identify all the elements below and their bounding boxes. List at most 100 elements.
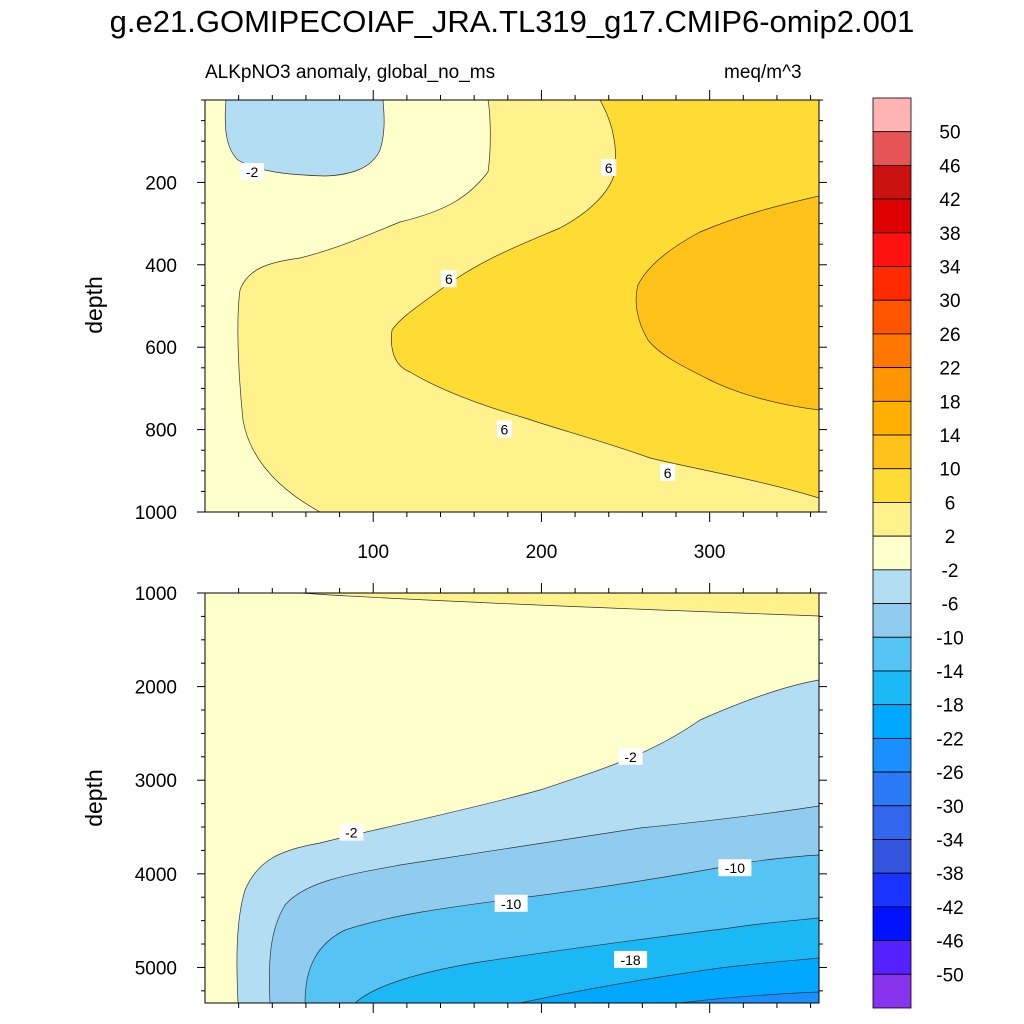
x-tick-label: 100: [357, 542, 389, 563]
contour-label: -2: [624, 749, 637, 765]
fill-level-minus2: [224, 100, 385, 177]
colorbar-label: 10: [939, 460, 960, 481]
contour-label: 6: [605, 160, 613, 176]
contour-label: -2: [345, 825, 358, 841]
colorbar-label: -2: [942, 561, 959, 582]
colorbar-swatch: [872, 973, 912, 1009]
colorbar-label: -50: [936, 965, 963, 986]
colorbar-label: -34: [936, 830, 964, 851]
x-tick-label: 200: [526, 542, 558, 563]
contour-label: -10: [501, 896, 521, 912]
colorbar-swatch: [872, 165, 912, 200]
y-tick-label: 400: [145, 256, 177, 277]
colorbar-label: 46: [939, 156, 960, 177]
colorbar-label: 2: [945, 527, 956, 548]
y-tick-label: 4000: [135, 865, 177, 886]
fill-level-10: [391, 100, 819, 499]
colorbar-swatch: [872, 670, 912, 706]
contour-label: -2: [246, 164, 259, 180]
contour-label: 6: [445, 271, 453, 287]
colorbar-swatch: [872, 872, 912, 908]
colorbar-label: 30: [939, 291, 960, 312]
contour-label-bg: [240, 163, 265, 181]
contour-label: 6: [501, 422, 509, 438]
colorbar-swatch: [872, 771, 912, 807]
contour-label-bg: [441, 270, 457, 288]
colorbar-swatch: [872, 400, 912, 436]
colorbar-swatch: [872, 569, 912, 604]
colorbar-label: -10: [936, 628, 963, 649]
colorbar-label: -18: [936, 696, 963, 717]
colorbar-swatch: [872, 636, 912, 672]
fill-level-6: [299, 593, 819, 617]
figure-title: g.e21.GOMIPECOIAF_JRA.TL319_g17.CMIP6-om…: [109, 4, 915, 39]
y-tick-label: 200: [145, 173, 177, 194]
colorbar-label: 50: [939, 123, 960, 144]
colorbar-label: -38: [936, 864, 963, 885]
fill-level-minus18: [519, 957, 819, 1003]
colorbar-label: 34: [939, 258, 961, 279]
colorbar-swatch: [872, 805, 912, 840]
y-tick-label: 1000: [135, 503, 177, 524]
colorbar-label: 22: [939, 359, 960, 380]
x-tick-label: 300: [694, 542, 726, 563]
colorbar-label: -22: [936, 729, 963, 750]
y-tick-label: 600: [145, 338, 177, 359]
colorbar-swatch: [872, 906, 912, 941]
y-tick-label: 2000: [135, 678, 177, 699]
colorbar-label: -14: [936, 662, 964, 683]
colorbar-swatch: [872, 97, 912, 133]
lower-panel-contours: [205, 593, 819, 1003]
colorbar-swatch: [872, 299, 912, 335]
contour-label-bg: [718, 859, 752, 877]
colorbar-swatch: [872, 502, 912, 537]
contour-label: 6: [664, 465, 672, 481]
colorbar-label: 42: [939, 190, 960, 211]
y-tick-label: 3000: [135, 771, 177, 792]
colorbar-label: 6: [945, 493, 956, 514]
upper-panel-contours: [205, 100, 819, 512]
colorbar-swatch: [872, 535, 912, 571]
colorbar-label: -26: [936, 763, 963, 784]
units-subtitle: meq/m^3: [724, 62, 802, 83]
contour-label: -10: [725, 860, 745, 876]
contour-label-bg: [339, 823, 364, 841]
colorbar-swatch: [872, 131, 912, 166]
contour-label-bg: [618, 747, 643, 765]
colorbar-label: 38: [939, 224, 960, 245]
colorbar-swatch: [872, 839, 912, 874]
colorbar-label: -46: [936, 932, 963, 953]
colorbar-label: -30: [936, 797, 963, 818]
fill-level-14: [635, 195, 819, 411]
colorbar-swatch: [872, 434, 912, 470]
colorbar-swatch: [872, 940, 912, 975]
colorbar-swatch: [872, 468, 912, 503]
colorbar-label: -42: [936, 898, 963, 919]
colorbar-label: 14: [939, 426, 961, 447]
y-tick-label: 1000: [135, 584, 177, 605]
colorbar-swatch: [872, 232, 912, 267]
contour-label: -18: [620, 952, 640, 968]
colorbar-label: -6: [942, 595, 959, 616]
colorbar-swatch: [872, 333, 912, 369]
contour-label-bg: [660, 463, 676, 481]
colorbar-label: 18: [939, 392, 960, 413]
y-axis-label: depth: [81, 276, 107, 334]
contour-label-bg: [496, 420, 512, 438]
colorbar-label: 26: [939, 325, 960, 346]
y-axis-label: depth: [81, 769, 107, 827]
contour-label-bg: [614, 950, 648, 968]
colorbar-swatch: [872, 367, 912, 402]
variable-subtitle: ALKpNO3 anomaly, global_no_ms: [205, 62, 496, 83]
y-tick-label: 5000: [135, 958, 177, 979]
colorbar-swatch: [872, 603, 912, 638]
colorbar-swatch: [872, 704, 912, 739]
colorbar-swatch: [872, 198, 912, 234]
contour-label-bg: [494, 894, 528, 912]
contour-label-bg: [601, 158, 617, 176]
y-tick-label: 800: [145, 421, 177, 442]
colorbar-swatch: [872, 266, 912, 301]
lower-panel-frame: [204, 592, 820, 1004]
colorbar-swatch: [872, 737, 912, 773]
